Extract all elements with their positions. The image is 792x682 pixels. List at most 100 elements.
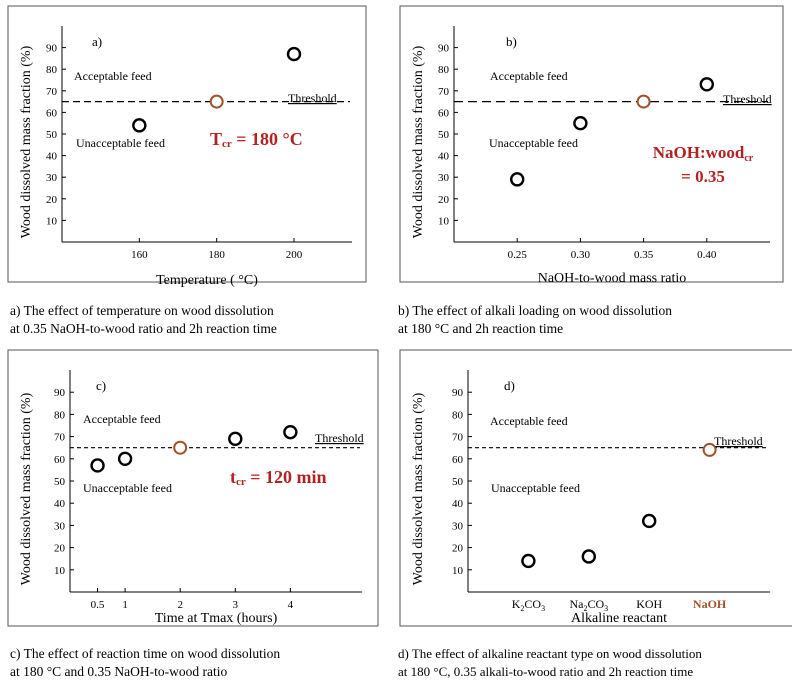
caption-d-line-2: at 180 °C, 0.35 alkali-to-wood ratio and… bbox=[398, 664, 694, 679]
y-tick-label: 70 bbox=[438, 86, 450, 98]
y-tick-label: 40 bbox=[46, 151, 58, 163]
x-tick-label: 0.30 bbox=[571, 249, 591, 261]
chart-c: 10 20 30 40 50 60 70 80 90 0.5 1 2 3 4 Threshold Accept… bbox=[7, 349, 379, 627]
y-tick-label: 60 bbox=[452, 454, 464, 466]
acceptable-feed-label: Acceptable feed bbox=[83, 412, 161, 426]
panel-frame-b bbox=[399, 5, 784, 283]
y-axis-label-d: Wood dissolved mass fraction (%) bbox=[411, 392, 426, 585]
data-point bbox=[573, 115, 588, 131]
data-point bbox=[228, 431, 243, 447]
caption-b-line-1: b) The effect of alkali loading on wood … bbox=[398, 303, 672, 318]
critical-point bbox=[636, 94, 651, 109]
chart-a: 10 20 30 40 50 60 70 80 90 160 180 200 Threshold Acce… bbox=[7, 5, 367, 288]
caption-c: c) The effect of reaction time on wood d… bbox=[10, 645, 280, 681]
acceptable-feed-label: Acceptable feed bbox=[490, 69, 568, 83]
y-tick-label: 40 bbox=[452, 498, 464, 510]
data-point bbox=[699, 77, 714, 92]
panel-frame-d bbox=[399, 349, 792, 627]
x-tick-label: 180 bbox=[208, 249, 225, 261]
category-label: NaOH bbox=[693, 597, 727, 611]
x-tick-label: 3 bbox=[233, 599, 239, 611]
y-axis-label-b: Wood dissolved mass fraction (%) bbox=[411, 45, 426, 238]
y-tick-label: 60 bbox=[46, 107, 58, 119]
critical-value-annotation-c: tcr = 120 min bbox=[230, 467, 327, 488]
y-axis-label-a: Wood dissolved mass fraction (%) bbox=[19, 45, 34, 238]
unacceptable-feed-label: Unacceptable feed bbox=[83, 481, 172, 495]
y-tick-label: 50 bbox=[438, 129, 450, 141]
data-point bbox=[283, 424, 298, 440]
chart-d: 10 20 30 40 50 60 70 80 90 K2CO3 Na2CO3 KOH NaOH Thre… bbox=[399, 349, 792, 627]
y-tick-label: 50 bbox=[54, 476, 66, 488]
category-label: K2CO3 bbox=[512, 597, 545, 613]
threshold-label: Threshold bbox=[315, 431, 364, 445]
unacceptable-feed-label: Unacceptable feed bbox=[76, 136, 165, 150]
data-point bbox=[642, 513, 657, 529]
unacceptable-feed-label: Unacceptable feed bbox=[491, 481, 580, 495]
y-tick-label: 70 bbox=[54, 432, 66, 444]
y-tick-label: 90 bbox=[54, 387, 66, 399]
x-tick-label: 0.40 bbox=[697, 249, 717, 261]
data-point bbox=[286, 46, 302, 62]
y-tick-label: 30 bbox=[46, 172, 58, 184]
critical-value-annotation-a: Tcr = 180 °C bbox=[210, 129, 303, 150]
y-tick-label: 90 bbox=[452, 387, 464, 399]
data-point bbox=[132, 118, 147, 133]
threshold-label: Threshold bbox=[723, 92, 772, 106]
chart-b: 10 20 30 40 50 60 70 80 90 0.25 0.30 0.35 0.40 Thresh… bbox=[399, 5, 784, 286]
x-axis-label-d: Alkaline reactant bbox=[571, 611, 667, 626]
critical-point bbox=[702, 442, 717, 457]
y-tick-label: 60 bbox=[438, 107, 450, 119]
y-tick-label: 30 bbox=[54, 520, 66, 532]
data-point bbox=[581, 549, 596, 564]
data-point bbox=[90, 458, 105, 473]
critical-point bbox=[209, 94, 224, 109]
x-tick-label: 0.25 bbox=[508, 249, 528, 261]
panel-letter-a: a) bbox=[92, 34, 102, 49]
x-tick-label: 0.5 bbox=[91, 599, 105, 611]
category-label: KOH bbox=[636, 597, 662, 611]
x-tick-label: 0.35 bbox=[634, 249, 654, 261]
caption-a-line-1: a) The effect of temperature on wood dis… bbox=[10, 303, 274, 318]
y-tick-label: 10 bbox=[46, 215, 58, 227]
threshold-label: Threshold bbox=[288, 91, 337, 105]
x-tick-label: 1 bbox=[122, 599, 128, 611]
panel-frame-c bbox=[7, 349, 379, 627]
caption-d-line-1: d) The effect of alkaline reactant type … bbox=[398, 646, 702, 661]
category-label: Na2CO3 bbox=[569, 597, 608, 613]
y-tick-label: 20 bbox=[452, 543, 464, 555]
data-point bbox=[510, 172, 525, 187]
caption-b-line-2: at 180 °C and 2h reaction time bbox=[398, 321, 564, 336]
y-tick-label: 20 bbox=[54, 543, 66, 555]
y-tick-label: 50 bbox=[46, 129, 58, 141]
y-tick-label: 30 bbox=[438, 172, 450, 184]
acceptable-feed-label: Acceptable feed bbox=[74, 69, 152, 83]
x-axis-label-a: Temperature ( °C) bbox=[156, 273, 258, 288]
x-tick-label: 2 bbox=[177, 599, 183, 611]
panel-letter-b: b) bbox=[506, 34, 517, 49]
x-axis-label-c: Time at Tmax (hours) bbox=[155, 611, 278, 626]
y-tick-label: 40 bbox=[438, 151, 450, 163]
y-tick-label: 60 bbox=[54, 454, 66, 466]
y-tick-label: 70 bbox=[46, 86, 58, 98]
x-axis-label-b: NaOH-to-wood mass ratio bbox=[538, 271, 687, 286]
panel-frame-a bbox=[7, 5, 367, 283]
y-tick-label: 30 bbox=[452, 520, 464, 532]
x-tick-label: 160 bbox=[131, 249, 148, 261]
data-point bbox=[521, 553, 536, 569]
x-tick-label: 200 bbox=[286, 249, 303, 261]
y-tick-label: 80 bbox=[438, 64, 450, 76]
y-tick-label: 10 bbox=[54, 565, 66, 577]
unacceptable-feed-label: Unacceptable feed bbox=[489, 136, 578, 150]
threshold-label: Threshold bbox=[714, 434, 763, 448]
y-tick-label: 50 bbox=[452, 476, 464, 488]
y-tick-label: 80 bbox=[452, 409, 464, 421]
y-tick-label: 80 bbox=[54, 409, 66, 421]
acceptable-feed-label: Acceptable feed bbox=[490, 414, 568, 428]
y-axis-label-c: Wood dissolved mass fraction (%) bbox=[19, 392, 34, 585]
caption-c-line-2: at 180 °C and 0.35 NaOH-to-wood ratio bbox=[10, 664, 228, 679]
caption-d: d) The effect of alkaline reactant type … bbox=[398, 645, 702, 681]
y-tick-label: 20 bbox=[46, 194, 58, 206]
caption-c-line-1: c) The effect of reaction time on wood d… bbox=[10, 646, 281, 661]
panel-letter-c: c) bbox=[96, 378, 106, 393]
